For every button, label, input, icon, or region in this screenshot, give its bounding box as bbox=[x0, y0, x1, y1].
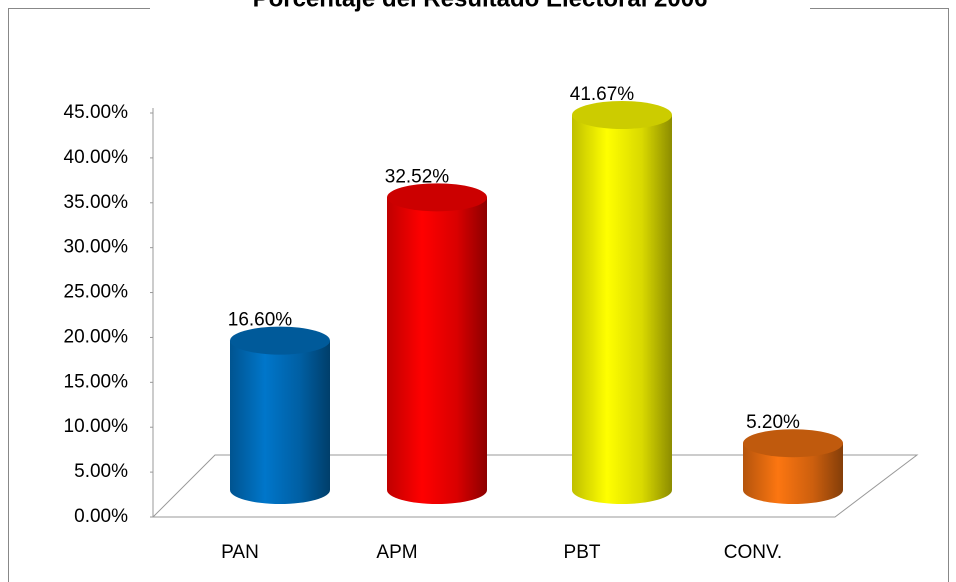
value-label: 32.52% bbox=[385, 166, 450, 187]
y-tick-label: 30.00% bbox=[64, 237, 129, 258]
bar-top bbox=[230, 326, 330, 355]
bar-top bbox=[387, 183, 487, 212]
x-tick-label: PBT bbox=[564, 542, 601, 563]
value-label: 16.60% bbox=[228, 310, 293, 331]
y-tick-label: 20.00% bbox=[64, 326, 129, 347]
x-tick-label: PAN bbox=[221, 542, 259, 563]
x-tick-label: APM bbox=[376, 542, 417, 563]
bar-top bbox=[743, 429, 843, 458]
y-tick-label: 15.00% bbox=[64, 371, 129, 392]
y-tick-label: 25.00% bbox=[64, 282, 129, 303]
value-label: 5.20% bbox=[746, 412, 800, 433]
bar-top bbox=[572, 100, 672, 129]
floor bbox=[151, 454, 919, 518]
y-tick-label: 40.00% bbox=[64, 147, 129, 168]
y-tick-label: 35.00% bbox=[64, 192, 129, 213]
y-tick-label: 0.00% bbox=[74, 506, 128, 527]
y-tick-label: 45.00% bbox=[64, 102, 129, 123]
title-bg bbox=[150, 0, 810, 10]
y-tick-label: 10.00% bbox=[64, 416, 129, 437]
bar bbox=[387, 197, 487, 504]
bar bbox=[743, 443, 843, 504]
chart-title: Porcentaje del Resultado Electoral 2006 bbox=[253, 0, 708, 12]
bar bbox=[230, 340, 330, 504]
x-tick-label: CONV. bbox=[724, 542, 782, 563]
bar bbox=[572, 114, 672, 504]
value-label: 41.67% bbox=[570, 84, 635, 105]
y-tick-label: 5.00% bbox=[74, 461, 128, 482]
